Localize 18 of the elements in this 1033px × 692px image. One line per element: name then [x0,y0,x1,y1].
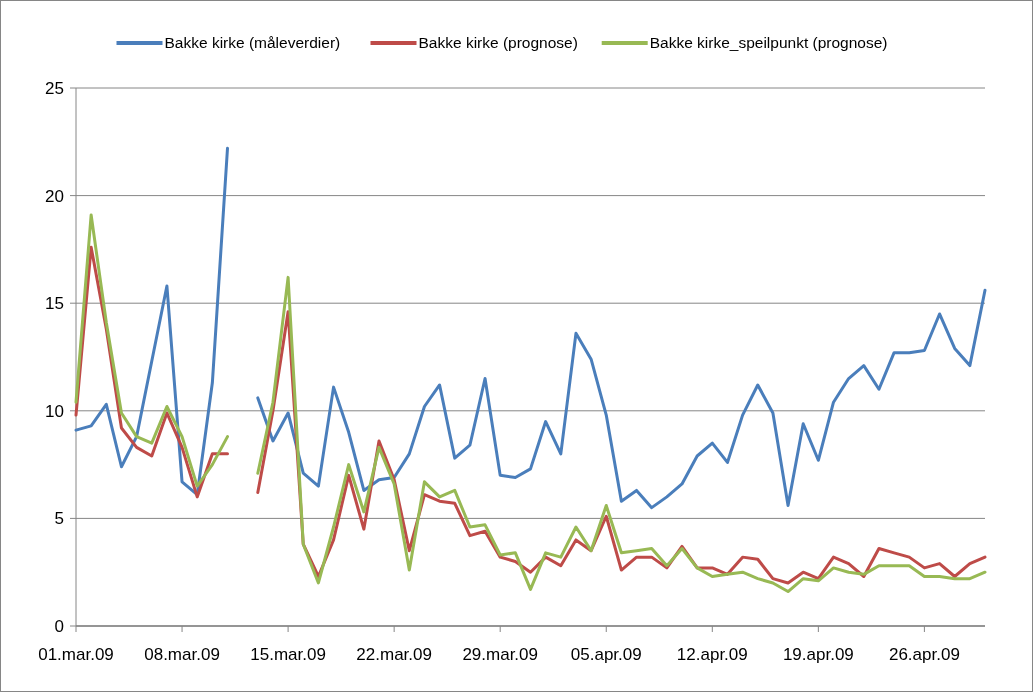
x-tick-label: 19.apr.09 [782,645,854,664]
y-tick-label: 25 [45,78,64,98]
y-tick-label: 0 [54,616,64,636]
y-tick-label: 15 [45,294,64,314]
x-tick-label: 01.mar.09 [38,645,114,664]
x-tick-label: 08.mar.09 [144,645,220,664]
y-tick-label: 5 [54,509,64,529]
x-tick-label: 22.mar.09 [356,645,432,664]
x-tick-label: 05.apr.09 [570,645,642,664]
x-tick-label: 15.mar.09 [250,645,326,664]
y-tick-label: 10 [45,401,64,421]
legend-label: Bakke kirke (prognose) [418,34,578,52]
y-tick-label: 20 [45,186,64,206]
x-tick-label: 29.mar.09 [462,645,538,664]
legend-label: Bakke kirke_speilpunkt (prognose) [649,34,888,52]
legend-label: Bakke kirke (måleverdier) [164,34,341,52]
x-tick-label: 12.apr.09 [676,645,748,664]
x-tick-label: 26.apr.09 [888,645,960,664]
